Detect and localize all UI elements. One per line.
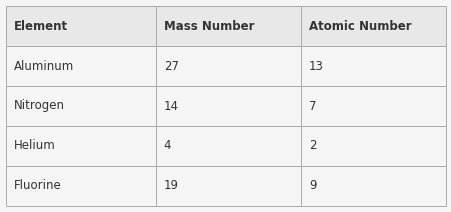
- Bar: [300, 166, 445, 206]
- Text: Element: Element: [14, 20, 68, 33]
- Text: 13: 13: [308, 60, 323, 73]
- Bar: [155, 126, 300, 166]
- Text: Mass Number: Mass Number: [163, 20, 253, 33]
- Text: 19: 19: [163, 179, 178, 192]
- Bar: [300, 86, 445, 126]
- Text: Helium: Helium: [14, 139, 55, 152]
- Bar: [155, 6, 300, 46]
- Text: 2: 2: [308, 139, 316, 152]
- Bar: [6, 166, 155, 206]
- Bar: [6, 126, 155, 166]
- Bar: [300, 46, 445, 86]
- Text: Atomic Number: Atomic Number: [308, 20, 411, 33]
- Bar: [6, 86, 155, 126]
- Text: 9: 9: [308, 179, 316, 192]
- Bar: [6, 6, 155, 46]
- Text: Fluorine: Fluorine: [14, 179, 62, 192]
- Bar: [6, 46, 155, 86]
- Text: 27: 27: [163, 60, 178, 73]
- Text: Aluminum: Aluminum: [14, 60, 74, 73]
- Text: 4: 4: [163, 139, 171, 152]
- Bar: [155, 86, 300, 126]
- Bar: [300, 126, 445, 166]
- Bar: [155, 166, 300, 206]
- Bar: [300, 6, 445, 46]
- Bar: [155, 46, 300, 86]
- Text: 14: 14: [163, 99, 178, 113]
- Text: 7: 7: [308, 99, 316, 113]
- Text: Nitrogen: Nitrogen: [14, 99, 65, 113]
